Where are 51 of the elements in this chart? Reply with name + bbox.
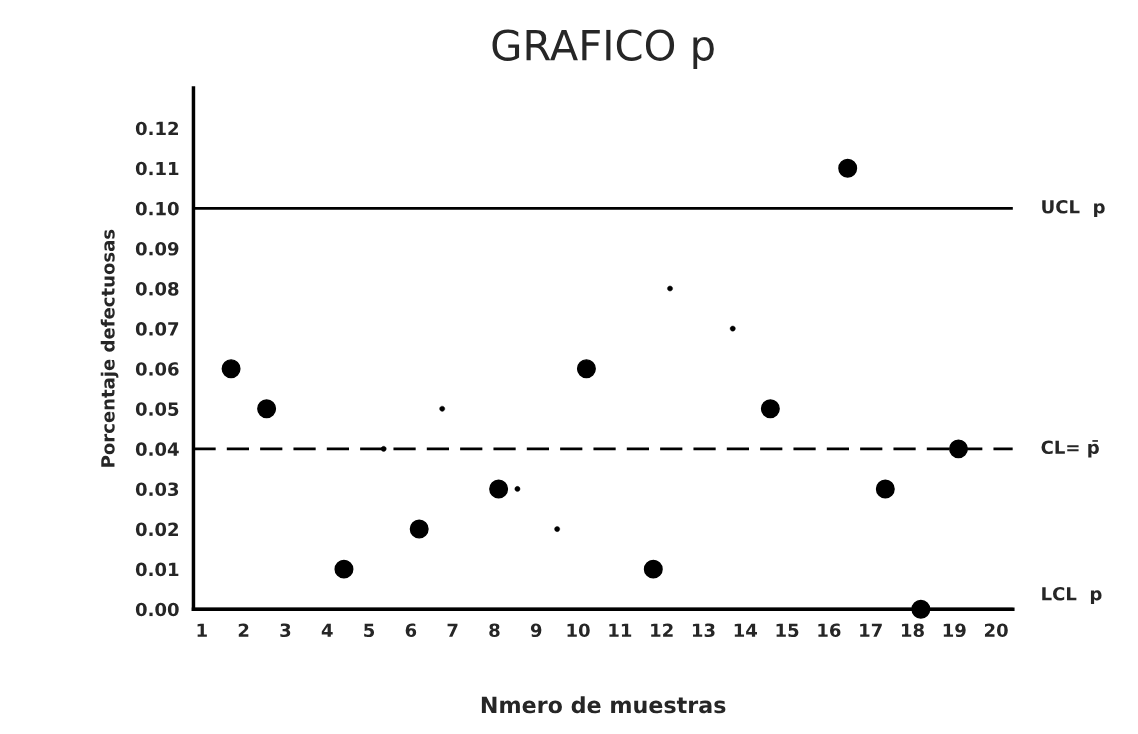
x-tick-label: 6 bbox=[405, 623, 417, 638]
x-tick-label: 15 bbox=[776, 623, 799, 638]
x-tick-label: 5 bbox=[364, 623, 375, 638]
point bbox=[760, 399, 780, 419]
y-tick-label: 0.08 bbox=[135, 281, 179, 296]
point bbox=[875, 479, 895, 499]
point bbox=[911, 599, 931, 619]
x-tick-label: 16 bbox=[818, 623, 841, 638]
x-tick-label: 7 bbox=[447, 623, 458, 637]
x-tick-label: 9 bbox=[530, 623, 542, 638]
y-tick-label: 0.02 bbox=[135, 522, 178, 537]
y-tick-label: 0.06 bbox=[135, 362, 179, 376]
ref-line-label: CL= p̄ bbox=[1041, 440, 1099, 458]
y-tick-label: 0.03 bbox=[135, 482, 179, 497]
point bbox=[838, 158, 858, 178]
x-tick-label: 11 bbox=[609, 623, 632, 637]
point bbox=[643, 559, 663, 579]
x-tick-label: 14 bbox=[734, 623, 758, 637]
y-tick-label: 0.09 bbox=[135, 241, 179, 256]
y-tick-label: 0.04 bbox=[135, 442, 179, 456]
x-tick-label: 4 bbox=[321, 623, 333, 637]
point bbox=[409, 519, 429, 539]
y-tick-label: 0.07 bbox=[135, 322, 179, 336]
x-tick-label: 18 bbox=[901, 623, 924, 638]
x-tick-label: 2 bbox=[238, 623, 249, 637]
y-tick-label: 0.00 bbox=[135, 602, 179, 617]
point bbox=[257, 399, 277, 419]
x-tick-label: 13 bbox=[692, 623, 715, 638]
point bbox=[221, 359, 241, 379]
x-tick-label: 12 bbox=[651, 623, 673, 637]
ref-line-label: LCL p bbox=[1042, 586, 1102, 605]
x-tick-label: 20 bbox=[984, 623, 1008, 638]
point bbox=[489, 479, 509, 499]
x-tick-label: 10 bbox=[567, 623, 590, 638]
y-tick-label: 0.01 bbox=[135, 562, 179, 577]
y-tick-label: 0.10 bbox=[135, 201, 179, 216]
x-tick-label: 17 bbox=[860, 623, 882, 637]
x-tick-label: 8 bbox=[489, 623, 500, 638]
x-tick-label: 1 bbox=[197, 623, 207, 637]
point bbox=[948, 439, 968, 459]
x-tick-label: 3 bbox=[280, 623, 291, 638]
y-tick-label: 0.12 bbox=[135, 121, 178, 136]
x-tick-label: 19 bbox=[943, 623, 966, 638]
y-tick-label: 0.05 bbox=[135, 402, 179, 416]
point bbox=[576, 359, 596, 379]
ref-line-label: UCL p bbox=[1042, 199, 1105, 218]
point bbox=[334, 559, 354, 579]
y-axis-title: Porcentaje defectuosas bbox=[100, 229, 119, 467]
y-tick-label: 0.11 bbox=[135, 161, 179, 176]
x-axis-title: Nmero de muestras bbox=[481, 696, 726, 714]
chart-title: GRAFICO p bbox=[492, 29, 714, 69]
